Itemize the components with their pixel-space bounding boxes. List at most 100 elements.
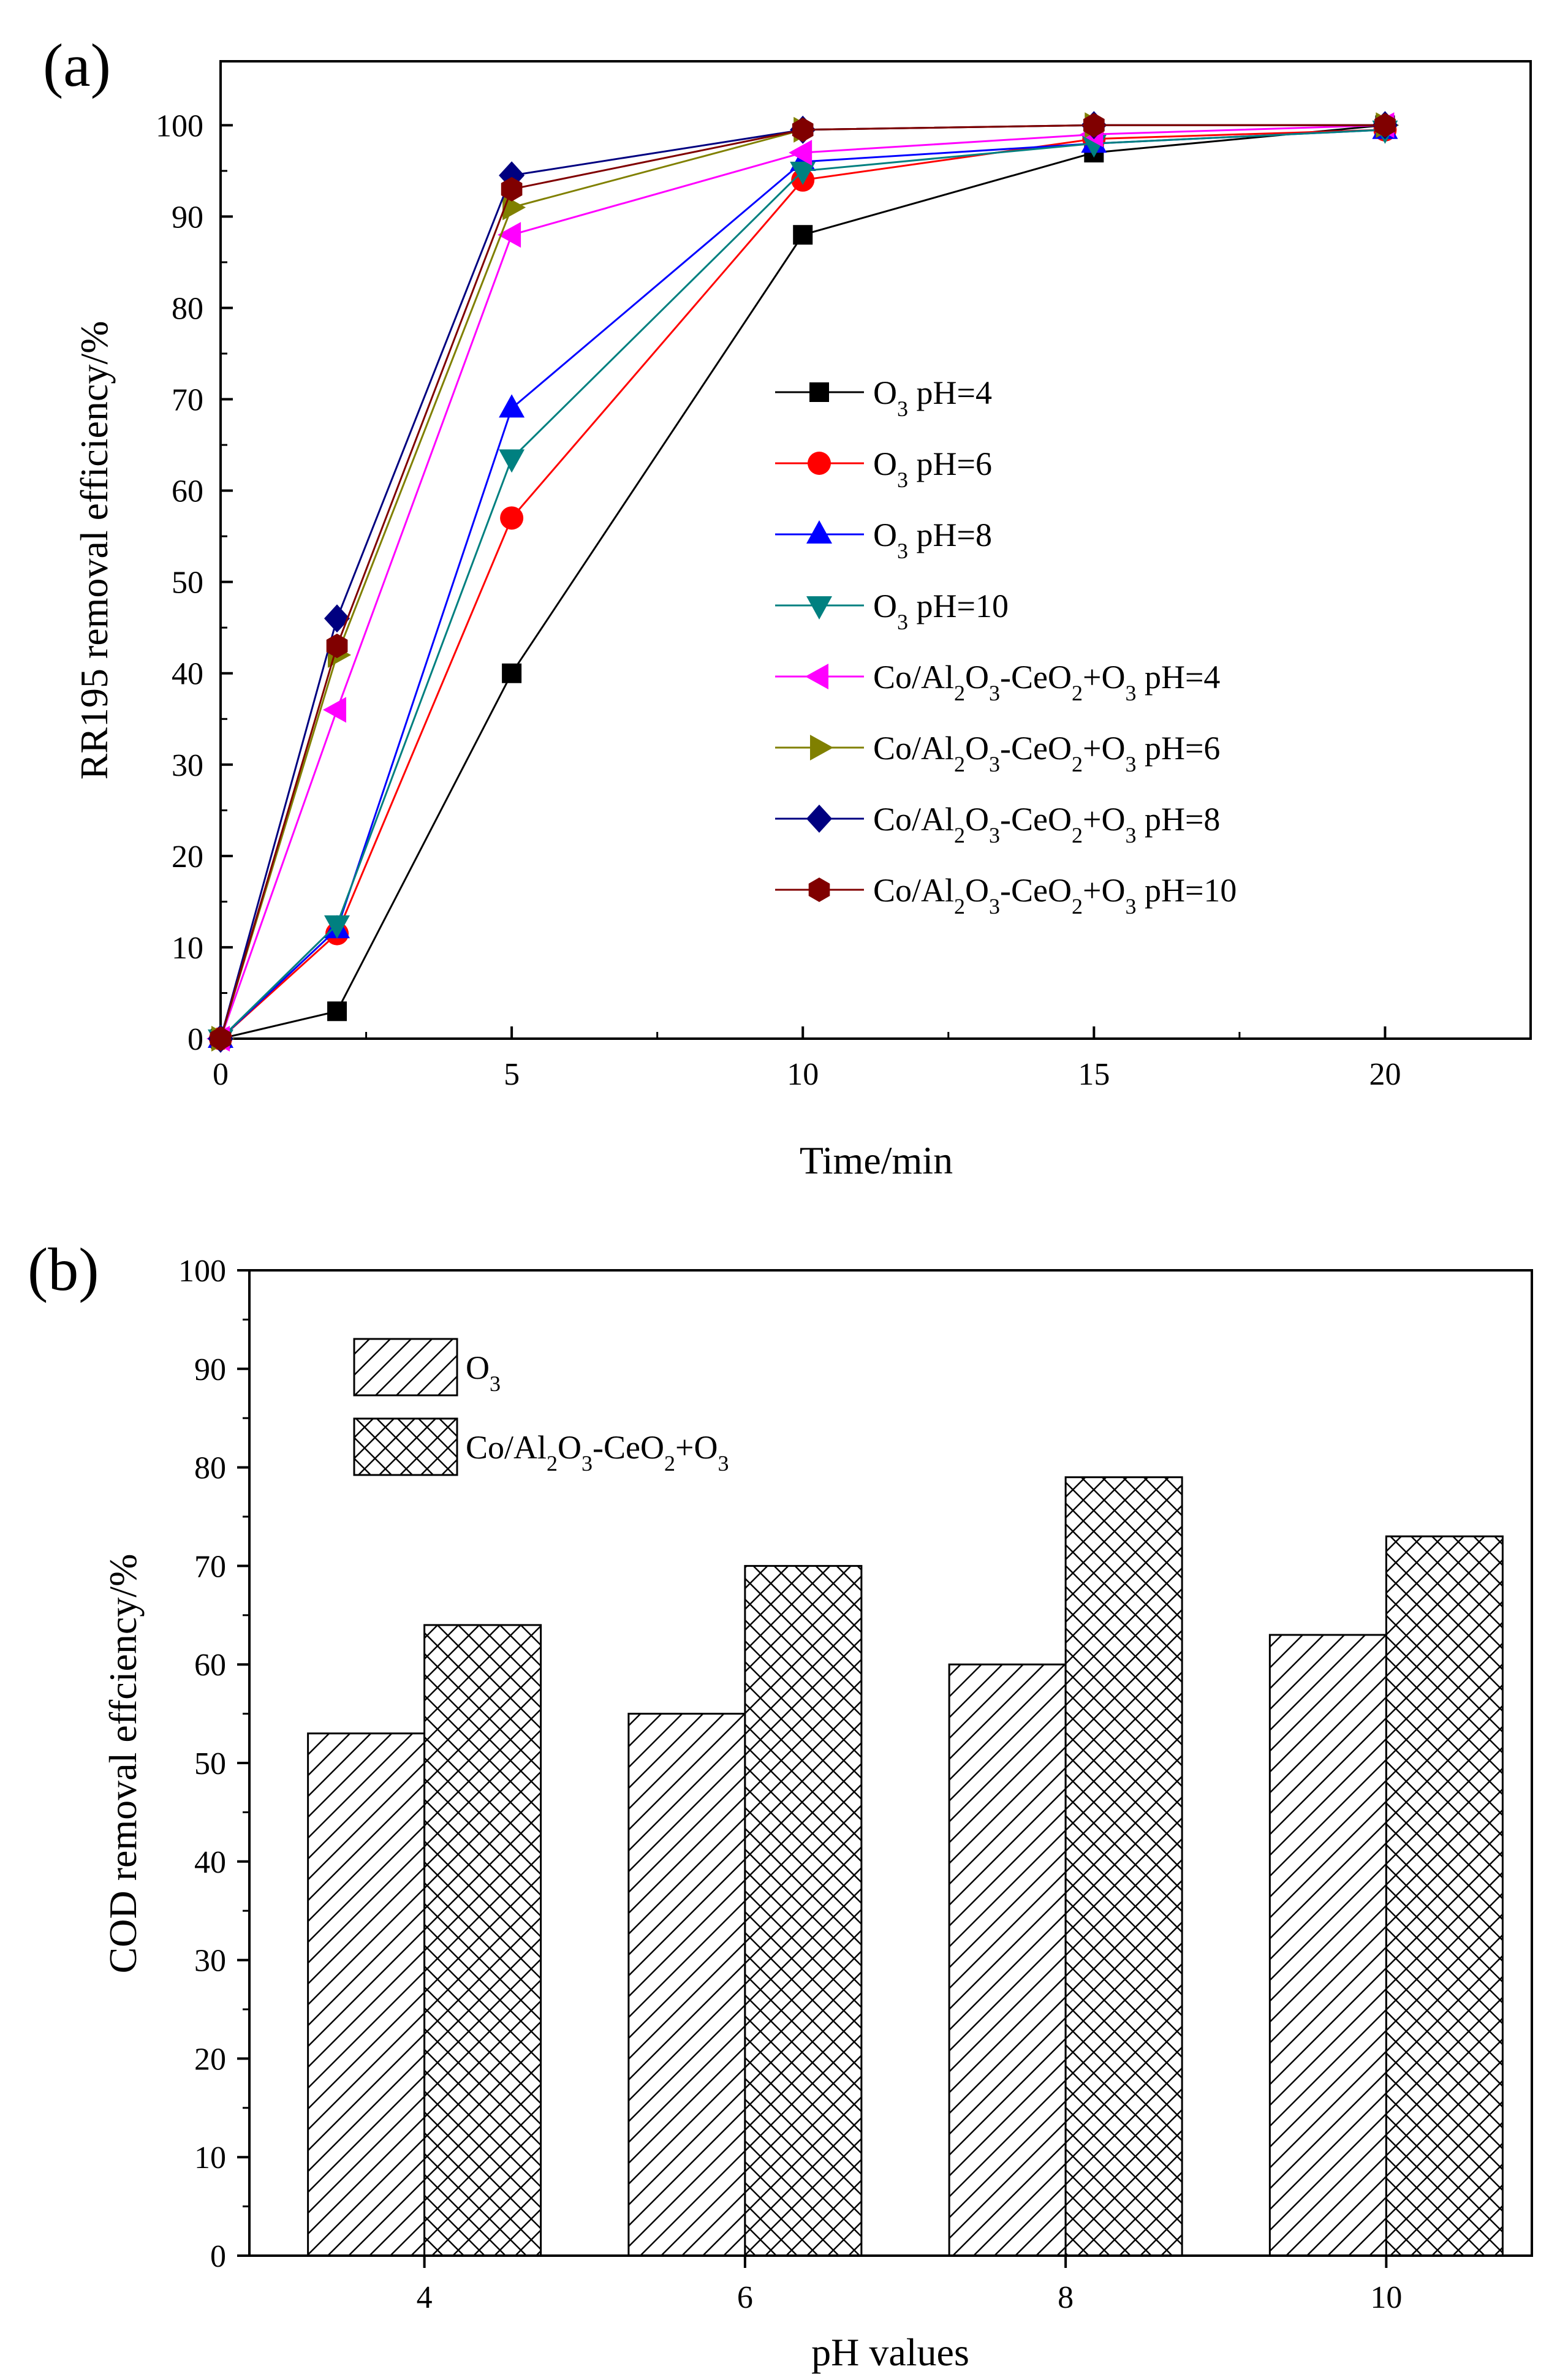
panel-a-legend-label: Co/Al2O3-CeO2+O3 pH=4 — [873, 659, 1220, 705]
panel-a-legend-label: O3 pH=10 — [873, 588, 1009, 634]
panel-a-series-7 — [208, 111, 1398, 1053]
panel-b-legend-label: Co/Al2O3-CeO2+O3 — [466, 1429, 729, 1476]
panel-b-ticks: 0 10 20 30 40 50 60 70 80 90 100 4 6 8 10 — [178, 1254, 1402, 2315]
panel-b-legend-label: O3 — [466, 1349, 501, 1396]
panel-b-y-tick-label: 100 — [178, 1254, 226, 1289]
panel-a-y-tick-label: 80 — [172, 291, 203, 326]
panel-a-legend: O3 pH=4 O3 pH=6 O3 pH=8 O3 pH=10 Co/Al2O3-Ce… — [775, 374, 1237, 919]
panel-b-bar-o3 — [307, 1732, 426, 2257]
panel-a-ticks: 0 10 20 30 40 50 60 70 80 90 100 0 5 10 15 20 — [156, 108, 1401, 1092]
panel-b-y-tick-label: 20 — [194, 2042, 226, 2077]
panel-a-series-line — [219, 129, 1385, 1040]
panel-a-legend-label: O3 pH=4 — [873, 374, 992, 421]
panel-a-legend-marker — [806, 596, 832, 620]
panel-a-y-tick-label: 90 — [172, 200, 203, 235]
panel-b-legend: O3 Co/Al2O3-CeO2+O3 — [353, 1338, 729, 1476]
panel-a-y-tick-label: 20 — [172, 840, 203, 874]
panel-a-x-tick-label: 0 — [213, 1057, 229, 1092]
panel-b-y-tick-label: 30 — [194, 1944, 226, 1979]
panel-b-x-axis-title: pH values — [811, 2330, 969, 2374]
panel-a-data-point — [210, 1026, 232, 1051]
panel-b-y-tick-label: 50 — [194, 1746, 226, 1781]
panel-b-legend-swatch — [353, 1338, 458, 1397]
panel-a-data-point — [1374, 113, 1396, 138]
panel-b-y-axis-title: COD removal effciency/% — [101, 1554, 145, 1974]
panel-a-series-line — [220, 124, 1385, 1040]
panel-a-series-5 — [206, 112, 1395, 1052]
panel-a-x-tick-label: 10 — [787, 1057, 819, 1092]
panel-a-legend-marker — [805, 664, 828, 689]
panel-a-series-4 — [208, 120, 1398, 1053]
panel-a-data-point — [498, 222, 521, 248]
panel-b-legend-item: Co/Al2O3-CeO2+O3 — [353, 1417, 729, 1476]
panel-a-legend-marker — [806, 805, 832, 833]
panel-a-y-axis-title: RR195 removal efficiency/% — [72, 321, 116, 780]
panel-b-x-tick-label: 8 — [1058, 2280, 1074, 2315]
panel-b-legend-swatch — [353, 1417, 458, 1476]
panel-a-legend-marker — [808, 452, 831, 475]
panel-a-data-point — [327, 1001, 347, 1022]
panel-a-y-tick-label: 10 — [172, 931, 203, 966]
panel-b-y-tick-label: 40 — [194, 1845, 226, 1880]
panel-a-legend-marker — [808, 878, 830, 902]
panel-a-data-point — [499, 394, 525, 418]
panel-b-bar-chart: (b) 0 10 20 30 40 50 60 70 80 90 100 4 6 8 10 O3 Co/Al2… — [28, 1235, 1533, 2374]
panel-b-bar-catalyst — [1385, 1535, 1504, 2257]
panel-a-data-point — [789, 140, 812, 166]
panel-a-data-point — [1083, 113, 1105, 138]
panel-a-data-point — [500, 506, 524, 530]
panel-a-data-point — [793, 225, 813, 245]
panel-a-x-axis-title: Time/min — [800, 1139, 953, 1182]
panel-a-legend-item: O3 pH=8 — [775, 517, 992, 563]
panel-a-y-tick-label: 70 — [172, 383, 203, 418]
panel-a-legend-item: Co/Al2O3-CeO2+O3 pH=6 — [775, 730, 1220, 776]
panel-a-y-tick-label: 60 — [172, 474, 203, 509]
panel-a-y-tick-label: 30 — [172, 748, 203, 783]
panel-a-legend-marker — [810, 735, 833, 760]
panel-a-data-point — [501, 176, 523, 202]
panel-b-x-tick-label: 6 — [737, 2280, 753, 2315]
panel-a-legend-item: O3 pH=4 — [775, 374, 992, 421]
panel-a-plot-frame — [219, 60, 1532, 1040]
panel-a-y-tick-label: 40 — [172, 657, 203, 692]
panel-a-data-point — [323, 697, 346, 723]
panel-a-series-8 — [210, 113, 1396, 1051]
panel-a-legend-marker — [806, 520, 832, 544]
panel-a-data-point — [326, 634, 348, 658]
panel-a-legend-label: O3 pH=8 — [873, 517, 992, 563]
panel-a-line-chart: (a) 0 10 20 30 40 50 60 70 80 90 100 0 5 10 15 20 O3 pH… — [43, 31, 1532, 1182]
panel-a-data-point — [499, 449, 525, 473]
panel-a-x-tick-label: 5 — [504, 1057, 520, 1092]
panel-a-data-point — [792, 117, 814, 142]
panel-a-legend-label: Co/Al2O3-CeO2+O3 pH=6 — [873, 730, 1220, 776]
panel-b-y-tick-label: 10 — [194, 2140, 226, 2175]
panel-b-y-tick-label: 60 — [194, 1648, 226, 1683]
panel-a-series-line — [219, 129, 1385, 1040]
panel-a-label: (a) — [43, 31, 111, 99]
panel-a-legend-item: O3 pH=10 — [775, 588, 1009, 634]
panel-a-data-point — [324, 915, 350, 939]
panel-b-y-tick-label: 80 — [194, 1451, 226, 1486]
panel-b-bar-o3 — [627, 1713, 746, 2257]
panel-a-x-tick-label: 20 — [1369, 1057, 1401, 1092]
panel-a-legend-label: O3 pH=6 — [873, 445, 992, 492]
panel-a-series-2 — [209, 118, 1397, 1050]
panel-a-y-tick-label: 50 — [172, 566, 203, 601]
panel-b-bar-o3 — [948, 1663, 1067, 2257]
panel-a-series-line — [219, 124, 1385, 1039]
panel-b-y-tick-label: 0 — [210, 2239, 226, 2274]
panel-a-legend-label: Co/Al2O3-CeO2+O3 pH=10 — [873, 872, 1237, 919]
panel-a-series-line — [219, 124, 1385, 1039]
panel-a-legend-item: Co/Al2O3-CeO2+O3 pH=8 — [775, 801, 1220, 847]
panel-b-x-tick-label: 4 — [417, 2280, 433, 2315]
panel-b-bars — [307, 1476, 1504, 2257]
panel-a-legend-item: O3 pH=6 — [775, 445, 992, 492]
panel-b-bar-catalyst — [744, 1564, 863, 2257]
panel-b-x-tick-label: 10 — [1370, 2280, 1402, 2315]
panel-a-y-tick-label: 100 — [156, 108, 203, 143]
panel-b-legend-item: O3 — [353, 1338, 501, 1397]
panel-a-data-point — [502, 194, 526, 221]
panel-a-y-tick-label: 0 — [187, 1022, 203, 1057]
panel-a-data-point — [502, 663, 522, 683]
panel-a-series — [206, 111, 1399, 1053]
